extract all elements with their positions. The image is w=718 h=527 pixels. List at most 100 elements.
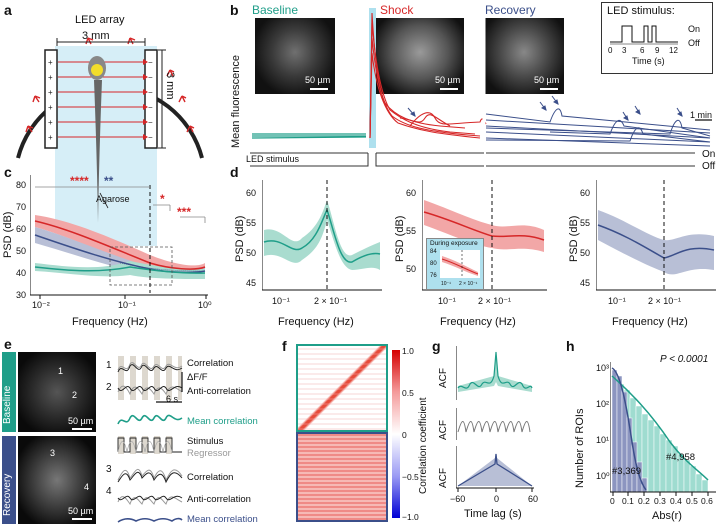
sig-star: * [160,192,165,206]
h-count-blue: #3,369 [612,466,642,477]
panel-g-label: g [432,338,441,354]
cbar-tick-0: 0 [402,430,407,440]
panel-e-label: e [4,336,12,352]
scalebar-label: 50 µm [435,75,461,85]
svg-text:+: + [48,73,53,82]
inset-off: Off [688,38,700,48]
roi-2: 2 [72,390,78,400]
svg-text:−: − [148,118,153,127]
svg-text:+: + [48,88,53,97]
recovery-tag [2,436,16,524]
svg-text:−: − [148,133,153,142]
d2-xtick-1: 10⁻¹ [438,296,456,306]
h-xtick-01: 0.1 [622,496,634,506]
inset-tick-12: 12 [669,46,678,55]
g-xtick-60: 60 [528,494,539,504]
h-xtick-04: 0.4 [670,496,682,506]
scalebar-label: 50 µm [305,75,331,85]
phase-baseline-label: Baseline [252,3,299,17]
sig-triple: *** [177,205,192,219]
d1-ytick-45: 45 [246,278,257,288]
svg-text:+: + [48,58,53,67]
h-ylabel: Number of ROIs [574,408,586,488]
h-ytick-0: 10⁰ [596,471,610,481]
trace-num-3: 3 [106,464,112,475]
d2-inset-xtick-1: 10⁻¹ [441,281,451,287]
e-baseline-image [18,352,96,432]
svg-text:+: + [48,103,53,112]
h-ytick-3: 10³ [596,363,610,373]
panel-c-label: c [4,164,12,180]
cbar-tick-05: 0.5 [402,388,414,398]
h-ytick-1: 10¹ [596,435,610,445]
d3-xtick-2: 2 × 10⁻¹ [648,296,682,306]
trace-label-regressor: Regressor [187,448,231,459]
scale-bar [310,88,328,90]
c-ytick-60: 60 [16,224,27,234]
d2-ylabel: PSD (dB) [394,215,406,262]
d2-ytick-60: 60 [406,188,417,198]
width-label: 3 mm [82,30,110,42]
panel-c-psd-plot [30,175,208,299]
c-xtick-3: 10⁰ [198,300,212,310]
scale-bar [540,88,558,90]
trace-label-stimulus: Stimulus [187,436,224,447]
scale-bar [72,518,92,520]
trace-label-correlation-3: Correlation [187,472,234,483]
d3-xlabel: Frequency (Hz) [612,316,688,328]
panel-g-acf [456,346,534,492]
trace-label-anticorrelation-1: Anti-correlation [187,386,251,397]
d2-ytick-55: 55 [406,226,417,236]
trace-label-mean-1: Mean correlation [187,416,258,427]
panel-d-label: d [230,164,239,180]
d1-ytick-50: 50 [246,248,257,258]
panel-a-diagram: + + + + + + − − − − − − [16,37,204,246]
d1-xlabel: Frequency (Hz) [278,316,354,328]
d3-ytick-45: 45 [580,278,591,288]
sig-blue: ** [104,174,114,188]
trace-label-mean-2: Mean correlation [187,514,258,525]
inset-tick-9: 9 [655,46,660,55]
cbar-label: Correlation coefficient [418,397,429,494]
agarose-label: Agarose [96,194,130,204]
c-xtick-2: 10⁻¹ [118,300,136,310]
c-ylabel: PSD (dB) [2,211,14,258]
c-ytick-70: 70 [16,202,27,212]
c-ytick-40: 40 [16,268,27,278]
b-ylabel: Mean fluorescence [230,55,242,148]
e-scalebar-bottom: 50 µm [68,506,94,516]
svg-text:−: − [148,58,153,67]
inset-tick-3: 3 [622,46,627,55]
panel-f-label: f [282,338,287,354]
h-xlabel: Abs(r) [652,510,682,522]
c-ytick-30: 30 [16,290,27,300]
d2-xlabel: Frequency (Hz) [440,316,516,328]
cbar-tick-m1: −1.0 [402,512,419,522]
b-time-scale: 1 min [690,110,713,120]
baseline-tag-text: Baseline [2,385,13,424]
cbar-tick-1: 1.0 [402,346,414,356]
d2-ytick-50: 50 [406,264,417,274]
d1-plot [262,180,382,291]
d1-ytick-55: 55 [246,218,257,228]
g-ylabel-2: ACF [438,420,449,440]
inset-on: On [688,24,701,34]
phase-shock-label: Shock [380,3,414,17]
g-xtick-0: 0 [494,494,500,504]
h-ytick-2: 10² [596,399,610,409]
corr-matrix-recovery [296,432,388,522]
led-stim-label: LED stimulus [246,154,300,164]
svg-text:−: − [148,88,153,97]
g-ylabel-3: ACF [438,468,449,488]
d2-inset-plot [440,250,480,278]
panel-h-histogram [610,362,716,496]
height-label: 3 mm [164,72,176,100]
panel-b-traces [250,8,712,168]
c-ytick-80: 80 [16,180,27,190]
trace-label-correlation-1: Correlation [187,358,234,369]
led-array-label: LED array [75,14,125,26]
inset-title: LED stimulus: [607,5,675,17]
d2-xtick-2: 2 × 10⁻¹ [478,296,512,306]
c-xlabel: Frequency (Hz) [72,316,148,328]
e-scalebar-top: 50 µm [68,416,94,426]
